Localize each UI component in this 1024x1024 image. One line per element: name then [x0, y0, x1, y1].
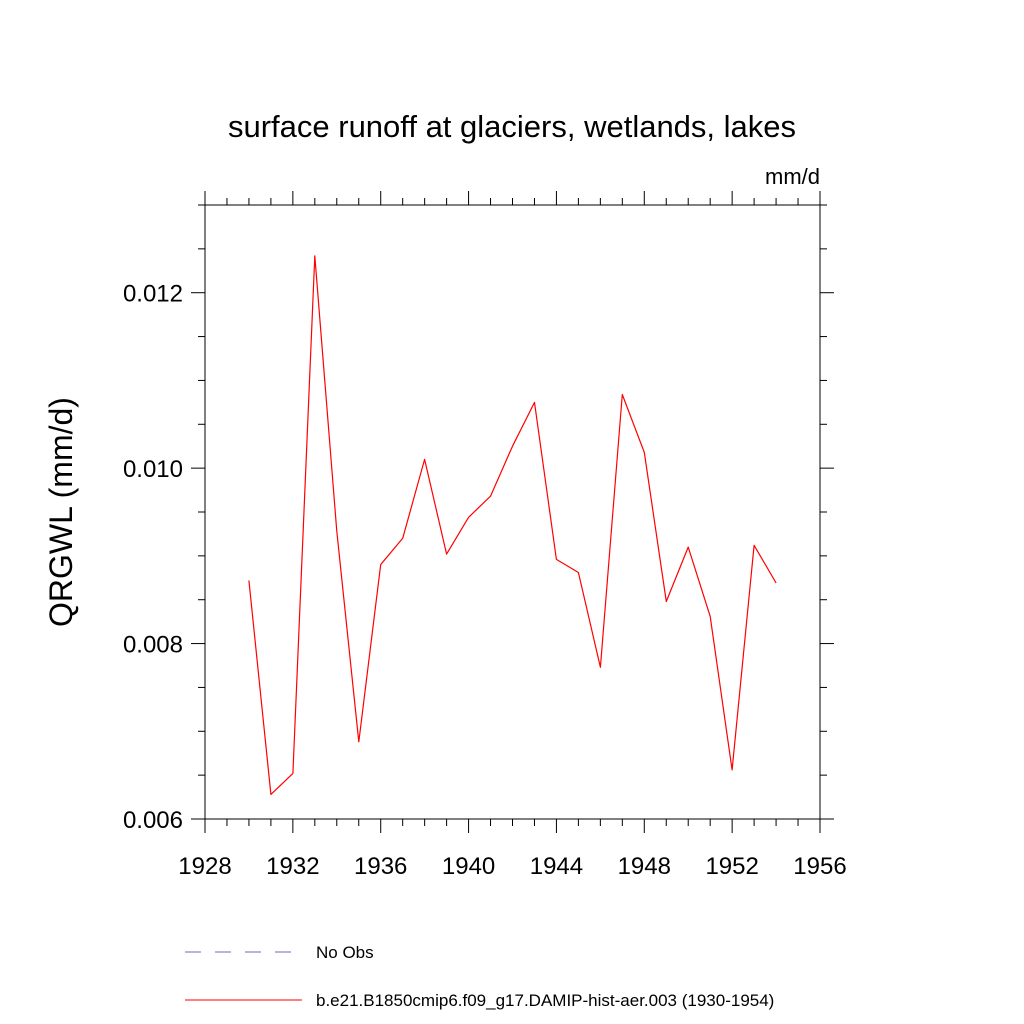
y-tick-label: 0.010 [123, 456, 183, 483]
x-tick-label: 1952 [705, 853, 758, 880]
x-tick-label: 1932 [266, 853, 319, 880]
legend-label: b.e21.B1850cmip6.f09_g17.DAMIP-hist-aer.… [316, 991, 774, 1010]
y-axis-label: QRGWL (mm/d) [43, 397, 79, 627]
units-label: mm/d [765, 164, 820, 189]
axis-ticks [191, 191, 834, 833]
legend: No Obs b.e21.B1850cmip6.f09_g17.DAMIP-his… [185, 943, 774, 1010]
series-layer [248, 255, 777, 796]
chart-title: surface runoff at glaciers, wetlands, la… [228, 109, 796, 144]
x-tick-label: 1948 [618, 853, 671, 880]
y-tick-label: 0.012 [123, 281, 183, 308]
y-tick-label: 0.006 [123, 807, 183, 834]
plot-frame [204, 204, 821, 820]
axis-tick-labels: 1928 1932 1936 1940 1944 1948 1952 1956 0.006 0.0… [123, 281, 847, 880]
x-tick-label: 1936 [354, 853, 407, 880]
series-line [248, 255, 777, 796]
y-tick-label: 0.008 [123, 632, 183, 659]
legend-label: No Obs [316, 943, 374, 962]
x-tick-label: 1944 [530, 853, 583, 880]
x-tick-label: 1940 [442, 853, 495, 880]
x-tick-label: 1928 [178, 853, 231, 880]
x-tick-label: 1956 [793, 853, 846, 880]
